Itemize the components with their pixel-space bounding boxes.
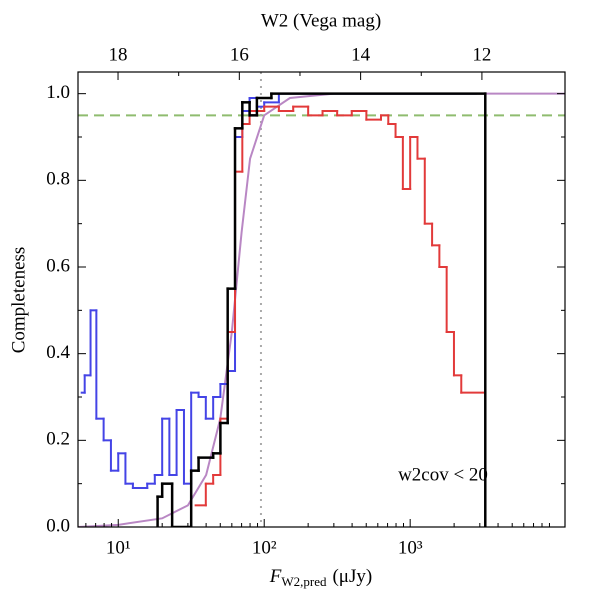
x-label-subscript: W2,pred <box>281 574 327 589</box>
y-tick-label: 0.4 <box>46 342 70 363</box>
x-tick-label: 10² <box>252 537 277 558</box>
y-tick-label: 0.0 <box>46 515 70 536</box>
x2-axis-label: W2 (Vega mag) <box>261 10 381 31</box>
x-label-symbol: F <box>269 566 282 587</box>
x-tick-label: 10³ <box>398 537 423 558</box>
annotation: w2cov < 20 <box>398 464 488 485</box>
plot-frame <box>77 71 566 528</box>
x2-tick-label: 18 <box>109 44 128 65</box>
x-tick-label: 10¹ <box>106 537 131 558</box>
x-label-unit: (μJy) <box>332 566 372 587</box>
y-tick-label: 0.6 <box>46 255 70 276</box>
y-axis-label: Completeness <box>8 247 29 354</box>
y-tick-label: 0.8 <box>46 169 70 190</box>
x2-tick-label: 12 <box>472 44 491 65</box>
y-tick-label: 1.0 <box>46 82 70 103</box>
x2-tick-label: 14 <box>351 44 371 65</box>
x2-tick-label: 16 <box>230 44 249 65</box>
fit-curve <box>78 92 565 527</box>
x-axis-label: FW2,pred (μJy) <box>269 566 372 589</box>
y-tick-label: 0.2 <box>46 429 70 450</box>
